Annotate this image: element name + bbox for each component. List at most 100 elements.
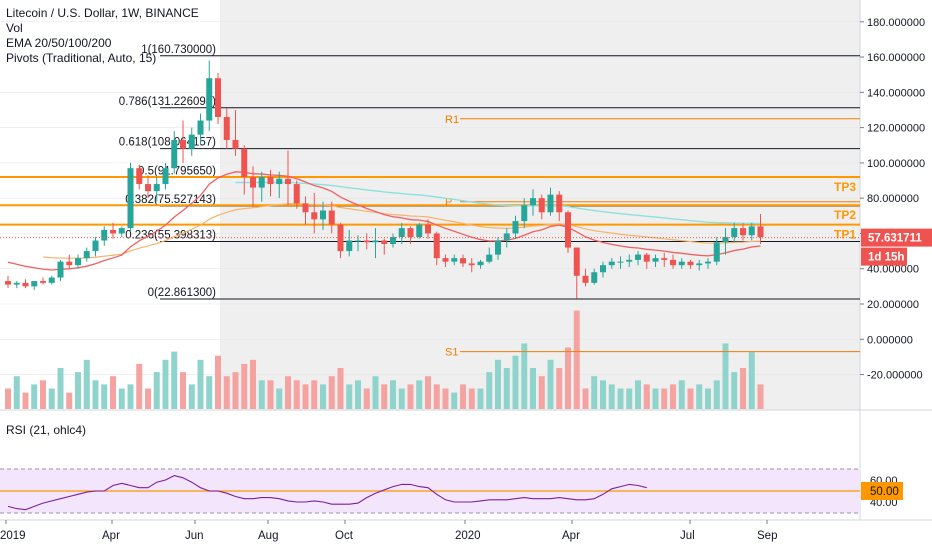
- price-scale[interactable]: 180.000000 160.000000 140.000000 120.000000…: [0, 17, 932, 509]
- pivots-indicator-label[interactable]: Pivots (Traditional, Auto, 15): [6, 51, 157, 65]
- candle-body: [713, 242, 720, 262]
- vol-indicator-label[interactable]: Vol: [6, 21, 23, 35]
- fib-level-label: 0(22.861300): [148, 287, 217, 299]
- candle-body: [433, 233, 440, 259]
- volume-bar: [118, 388, 125, 409]
- candle-body: [591, 272, 598, 283]
- pivot-label: S1: [445, 347, 458, 359]
- candle-body: [390, 236, 396, 245]
- volume-bar: [66, 392, 73, 409]
- volume-bar: [153, 372, 160, 409]
- time-tick-label: Jul: [680, 530, 695, 542]
- volume-bar: [486, 372, 493, 409]
- volume-bar: [223, 376, 230, 409]
- candle-body: [398, 228, 405, 237]
- candle-body: [328, 210, 335, 225]
- volume-bar: [215, 355, 221, 409]
- candle-body: [101, 229, 108, 241]
- volume-bar: [5, 388, 11, 409]
- ema-20-line: [7, 171, 761, 271]
- candle-body: [223, 117, 230, 140]
- volume-bar: [565, 347, 571, 409]
- volume-bar: [503, 368, 510, 409]
- volume-bar: [75, 372, 81, 409]
- candle-body: [22, 282, 29, 287]
- volume-bar: [477, 388, 484, 409]
- volume-bar: [556, 368, 563, 409]
- volume-bar: [398, 388, 405, 409]
- candle-body: [407, 228, 414, 237]
- volume-bar: [661, 388, 668, 409]
- volume-bar: [328, 376, 335, 409]
- price-tick-label: 180.000000: [867, 17, 925, 29]
- candle-body: [521, 205, 528, 222]
- volume-bar: [40, 380, 46, 409]
- price-tick-label: 100.000000: [867, 158, 925, 170]
- candle-body: [320, 210, 326, 220]
- fib-level-label: 0.236(55.398313): [125, 230, 216, 242]
- candle-body: [206, 78, 213, 121]
- candle-body: [705, 261, 711, 264]
- candle-body: [110, 229, 116, 234]
- volume-bar: [92, 380, 99, 409]
- candle-body: [276, 178, 283, 185]
- volume-bar: [258, 380, 265, 409]
- volume-bar: [320, 384, 326, 409]
- candle-body: [748, 226, 755, 236]
- candle-body: [608, 261, 615, 266]
- volume-bar: [495, 359, 501, 409]
- candle-body: [757, 226, 764, 237]
- time-tick-label: Apr: [102, 530, 120, 542]
- volume-bar: [83, 359, 90, 409]
- rsi-level-badge: [861, 482, 903, 500]
- volume-bar: [600, 380, 606, 409]
- rsi-indicator-label[interactable]: RSI (21, ohlc4): [6, 423, 87, 437]
- candle-body: [503, 233, 510, 241]
- candle-body: [556, 194, 563, 213]
- candle-body: [468, 263, 475, 266]
- tp-level-label: TP2: [834, 208, 856, 222]
- volume-bar: [48, 388, 55, 409]
- candle-body: [573, 247, 580, 276]
- volume-bar: [573, 310, 580, 409]
- volume-bar: [171, 351, 178, 409]
- candle-body: [617, 261, 624, 263]
- candle-body: [40, 281, 46, 283]
- volume-bar: [468, 388, 475, 409]
- candle-body: [731, 228, 738, 237]
- fib-level-label: 0.618(108.064157): [119, 137, 216, 149]
- ema-indicator-label[interactable]: EMA 20/50/100/200: [6, 36, 112, 50]
- volume-bar: [162, 359, 169, 409]
- candle-body: [31, 281, 38, 287]
- volume-bar: [407, 384, 414, 409]
- candle-body: [425, 224, 431, 234]
- candle-body: [687, 261, 694, 266]
- candle-body: [381, 240, 388, 245]
- time-axis[interactable]: 2019 Apr Jun Aug Oct 2020 Apr Jul Sep: [0, 520, 777, 542]
- fib-level-label: 0.5(91.795650): [138, 165, 216, 177]
- symbol-title[interactable]: Litecoin / U.S. Dollar, 1W, BINANCE: [6, 6, 199, 20]
- volume-bar: [13, 376, 20, 409]
- price-tick-label: 140.000000: [867, 87, 925, 99]
- candle-body: [678, 261, 685, 266]
- candle-body: [5, 281, 11, 285]
- volume-bar: [136, 363, 143, 409]
- volume-bar: [731, 372, 738, 409]
- candle-body: [293, 184, 300, 204]
- price-grid: [0, 21, 860, 375]
- volume-bar: [145, 388, 151, 409]
- tp-level-label: TP3: [834, 180, 856, 194]
- volume-bar: [267, 380, 274, 409]
- volume-bars: [5, 310, 764, 409]
- volume-bar: [635, 380, 641, 409]
- time-tick-label: Jun: [185, 530, 204, 542]
- candle-body: [486, 254, 493, 262]
- candle-body: [127, 168, 134, 229]
- candle-body: [75, 258, 81, 266]
- volume-bar: [57, 368, 64, 409]
- volume-bar: [337, 368, 344, 409]
- candle-body: [258, 176, 265, 188]
- volume-bar: [302, 384, 309, 409]
- pivot-label: P: [445, 197, 452, 209]
